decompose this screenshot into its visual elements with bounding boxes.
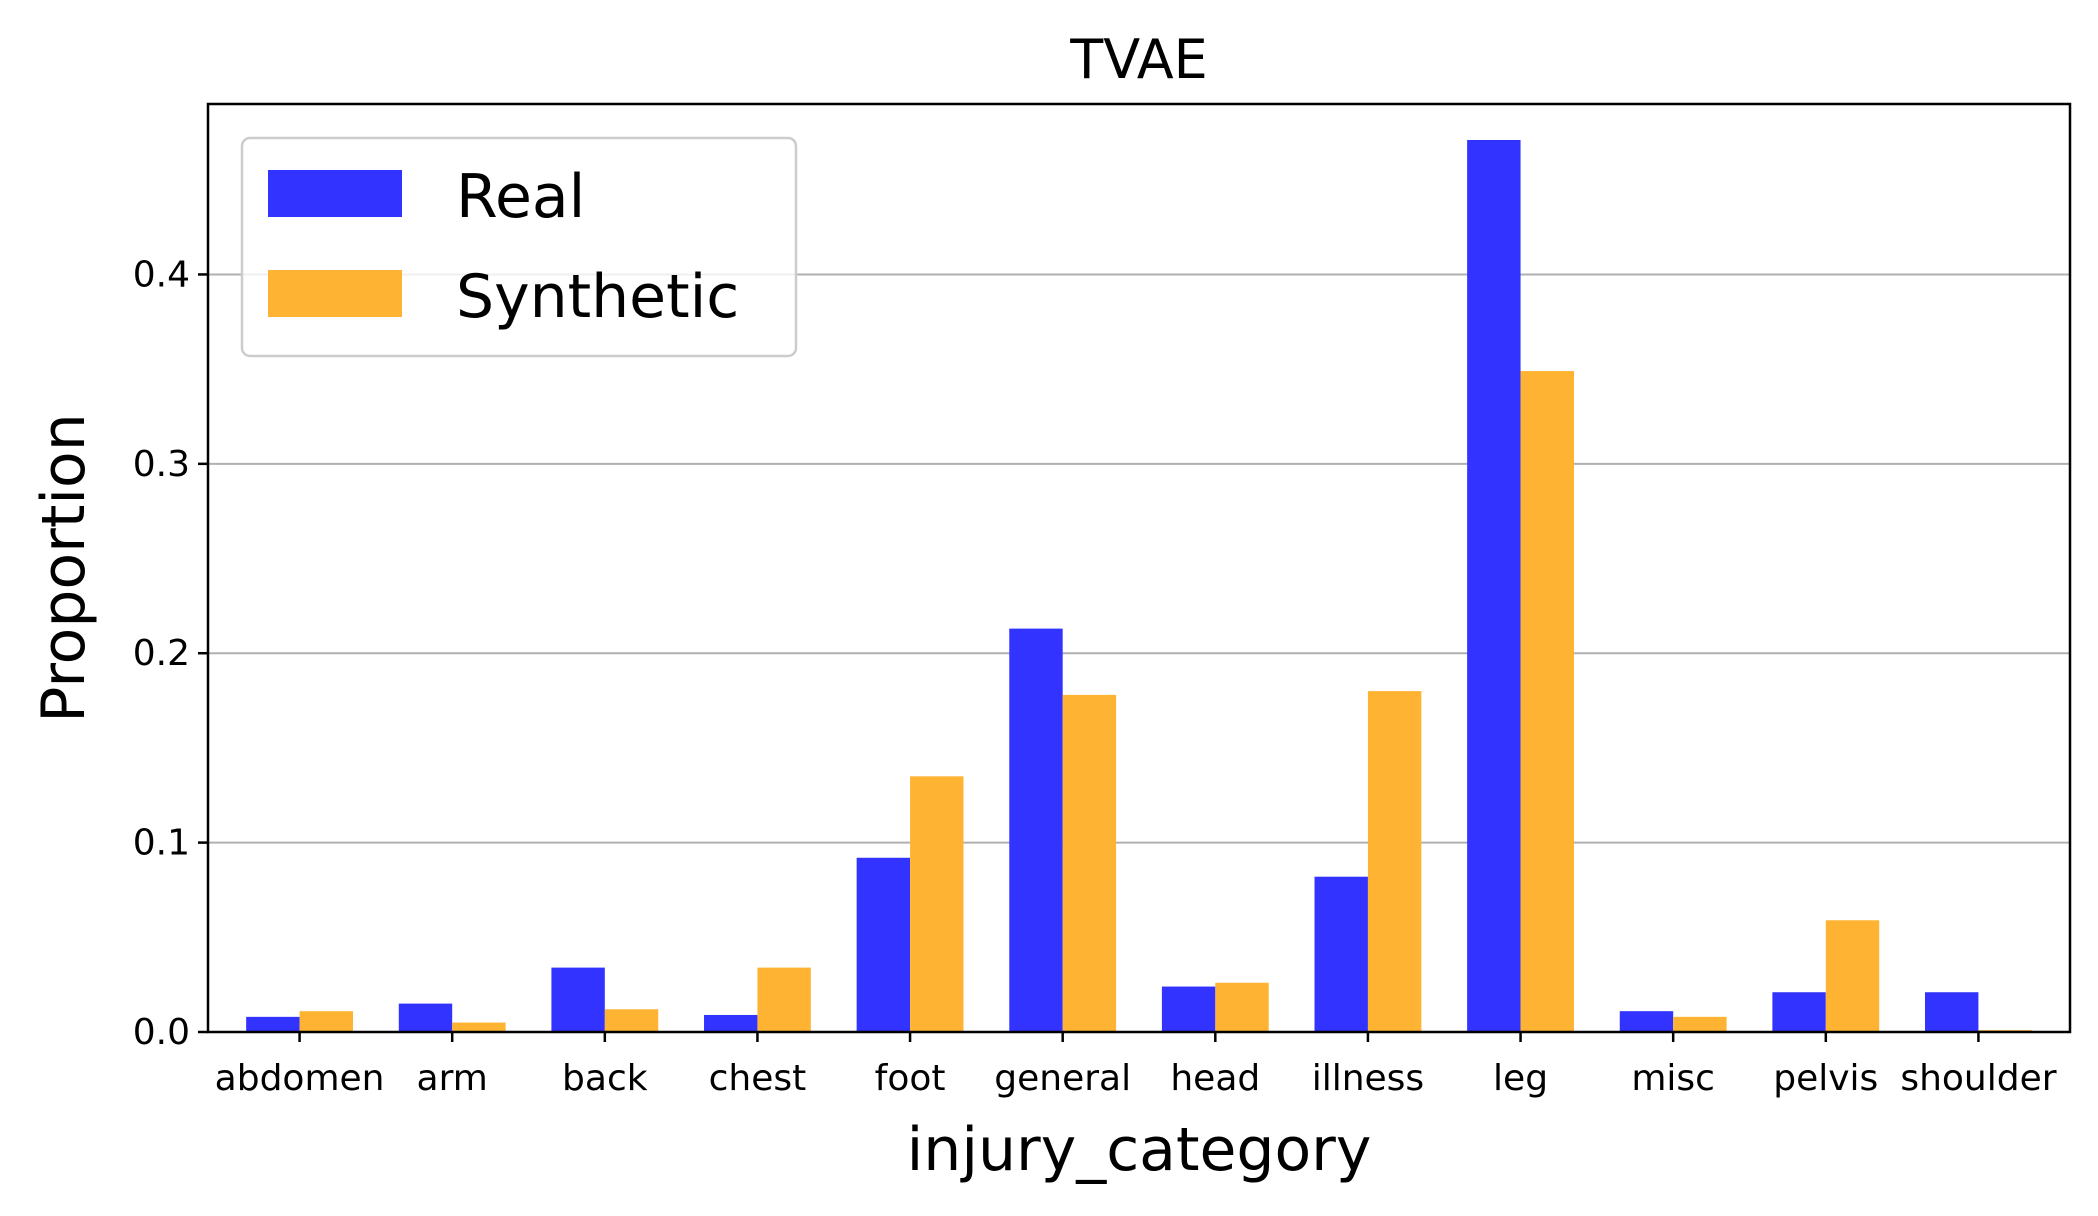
y-tick-label: 0.0 [133,1012,190,1053]
x-tick-label-illness: illness [1312,1058,1424,1099]
x-tick-label-head: head [1170,1058,1260,1099]
bars [246,139,2032,1033]
chart-title: TVAE [1069,28,1208,91]
y-tick-label: 0.1 [133,823,190,864]
x-axis-title: injury_category [907,1115,1372,1185]
x-tick-label-leg: leg [1493,1058,1548,1099]
bar-real-leg [1467,139,1521,1033]
bar-real-misc [1619,1011,1674,1032]
y-axis-title: Proportion [29,413,99,723]
plot-area-frame [206,102,2072,1034]
bar-real-abdomen [246,1016,300,1032]
x-tick-label-shoulder: shoulder [1900,1058,2056,1099]
bar-synthetic-misc [1673,1016,1727,1032]
gridlines [208,273,2070,844]
bar-real-pelvis [1772,992,1826,1032]
bar-synthetic-foot [910,776,964,1032]
legend-label-real: Real [456,162,585,232]
bar-real-foot [856,857,911,1032]
bar-real-back [551,967,605,1032]
x-tick-label-abdomen: abdomen [215,1058,385,1099]
y-tick-label: 0.2 [133,633,190,674]
legend-swatch-real [268,170,402,217]
bar-real-general [1009,628,1063,1032]
x-tick-label-pelvis: pelvis [1773,1058,1878,1099]
y-axis: 0.0 0.1 0.2 0.3 0.4 [133,254,208,1053]
y-tick-label: 0.3 [133,444,190,485]
bar-real-chest [704,1014,758,1032]
x-tick-label-general: general [994,1058,1131,1099]
bar-real-arm [398,1003,453,1032]
y-tick-label: 0.4 [133,254,190,295]
legend-label-synthetic: Synthetic [456,262,739,332]
x-tick-label-arm: arm [417,1058,488,1099]
bar-real-head [1161,986,1216,1032]
legend: Real Synthetic [240,136,798,358]
x-tick-label-back: back [562,1058,648,1099]
bar-synthetic-general [1062,694,1117,1032]
x-tick-label-misc: misc [1631,1058,1715,1099]
bar-synthetic-head [1215,982,1269,1032]
bar-synthetic-arm [452,1022,506,1032]
x-tick-label-chest: chest [709,1058,807,1099]
bar-synthetic-back [604,1009,659,1032]
bar-synthetic-chest [757,967,811,1032]
bar-real-illness [1314,876,1368,1032]
bar-synthetic-abdomen [299,1011,353,1032]
bar-synthetic-leg [1520,371,1574,1032]
bar-synthetic-illness [1367,691,1422,1032]
x-tick-label-foot: foot [875,1058,946,1099]
legend-swatch-synthetic [268,270,402,317]
x-axis: abdomen arm back chest foot general head illnes… [215,1032,2057,1099]
bar-synthetic-pelvis [1825,920,1880,1032]
bar-real-shoulder [1925,992,1979,1032]
